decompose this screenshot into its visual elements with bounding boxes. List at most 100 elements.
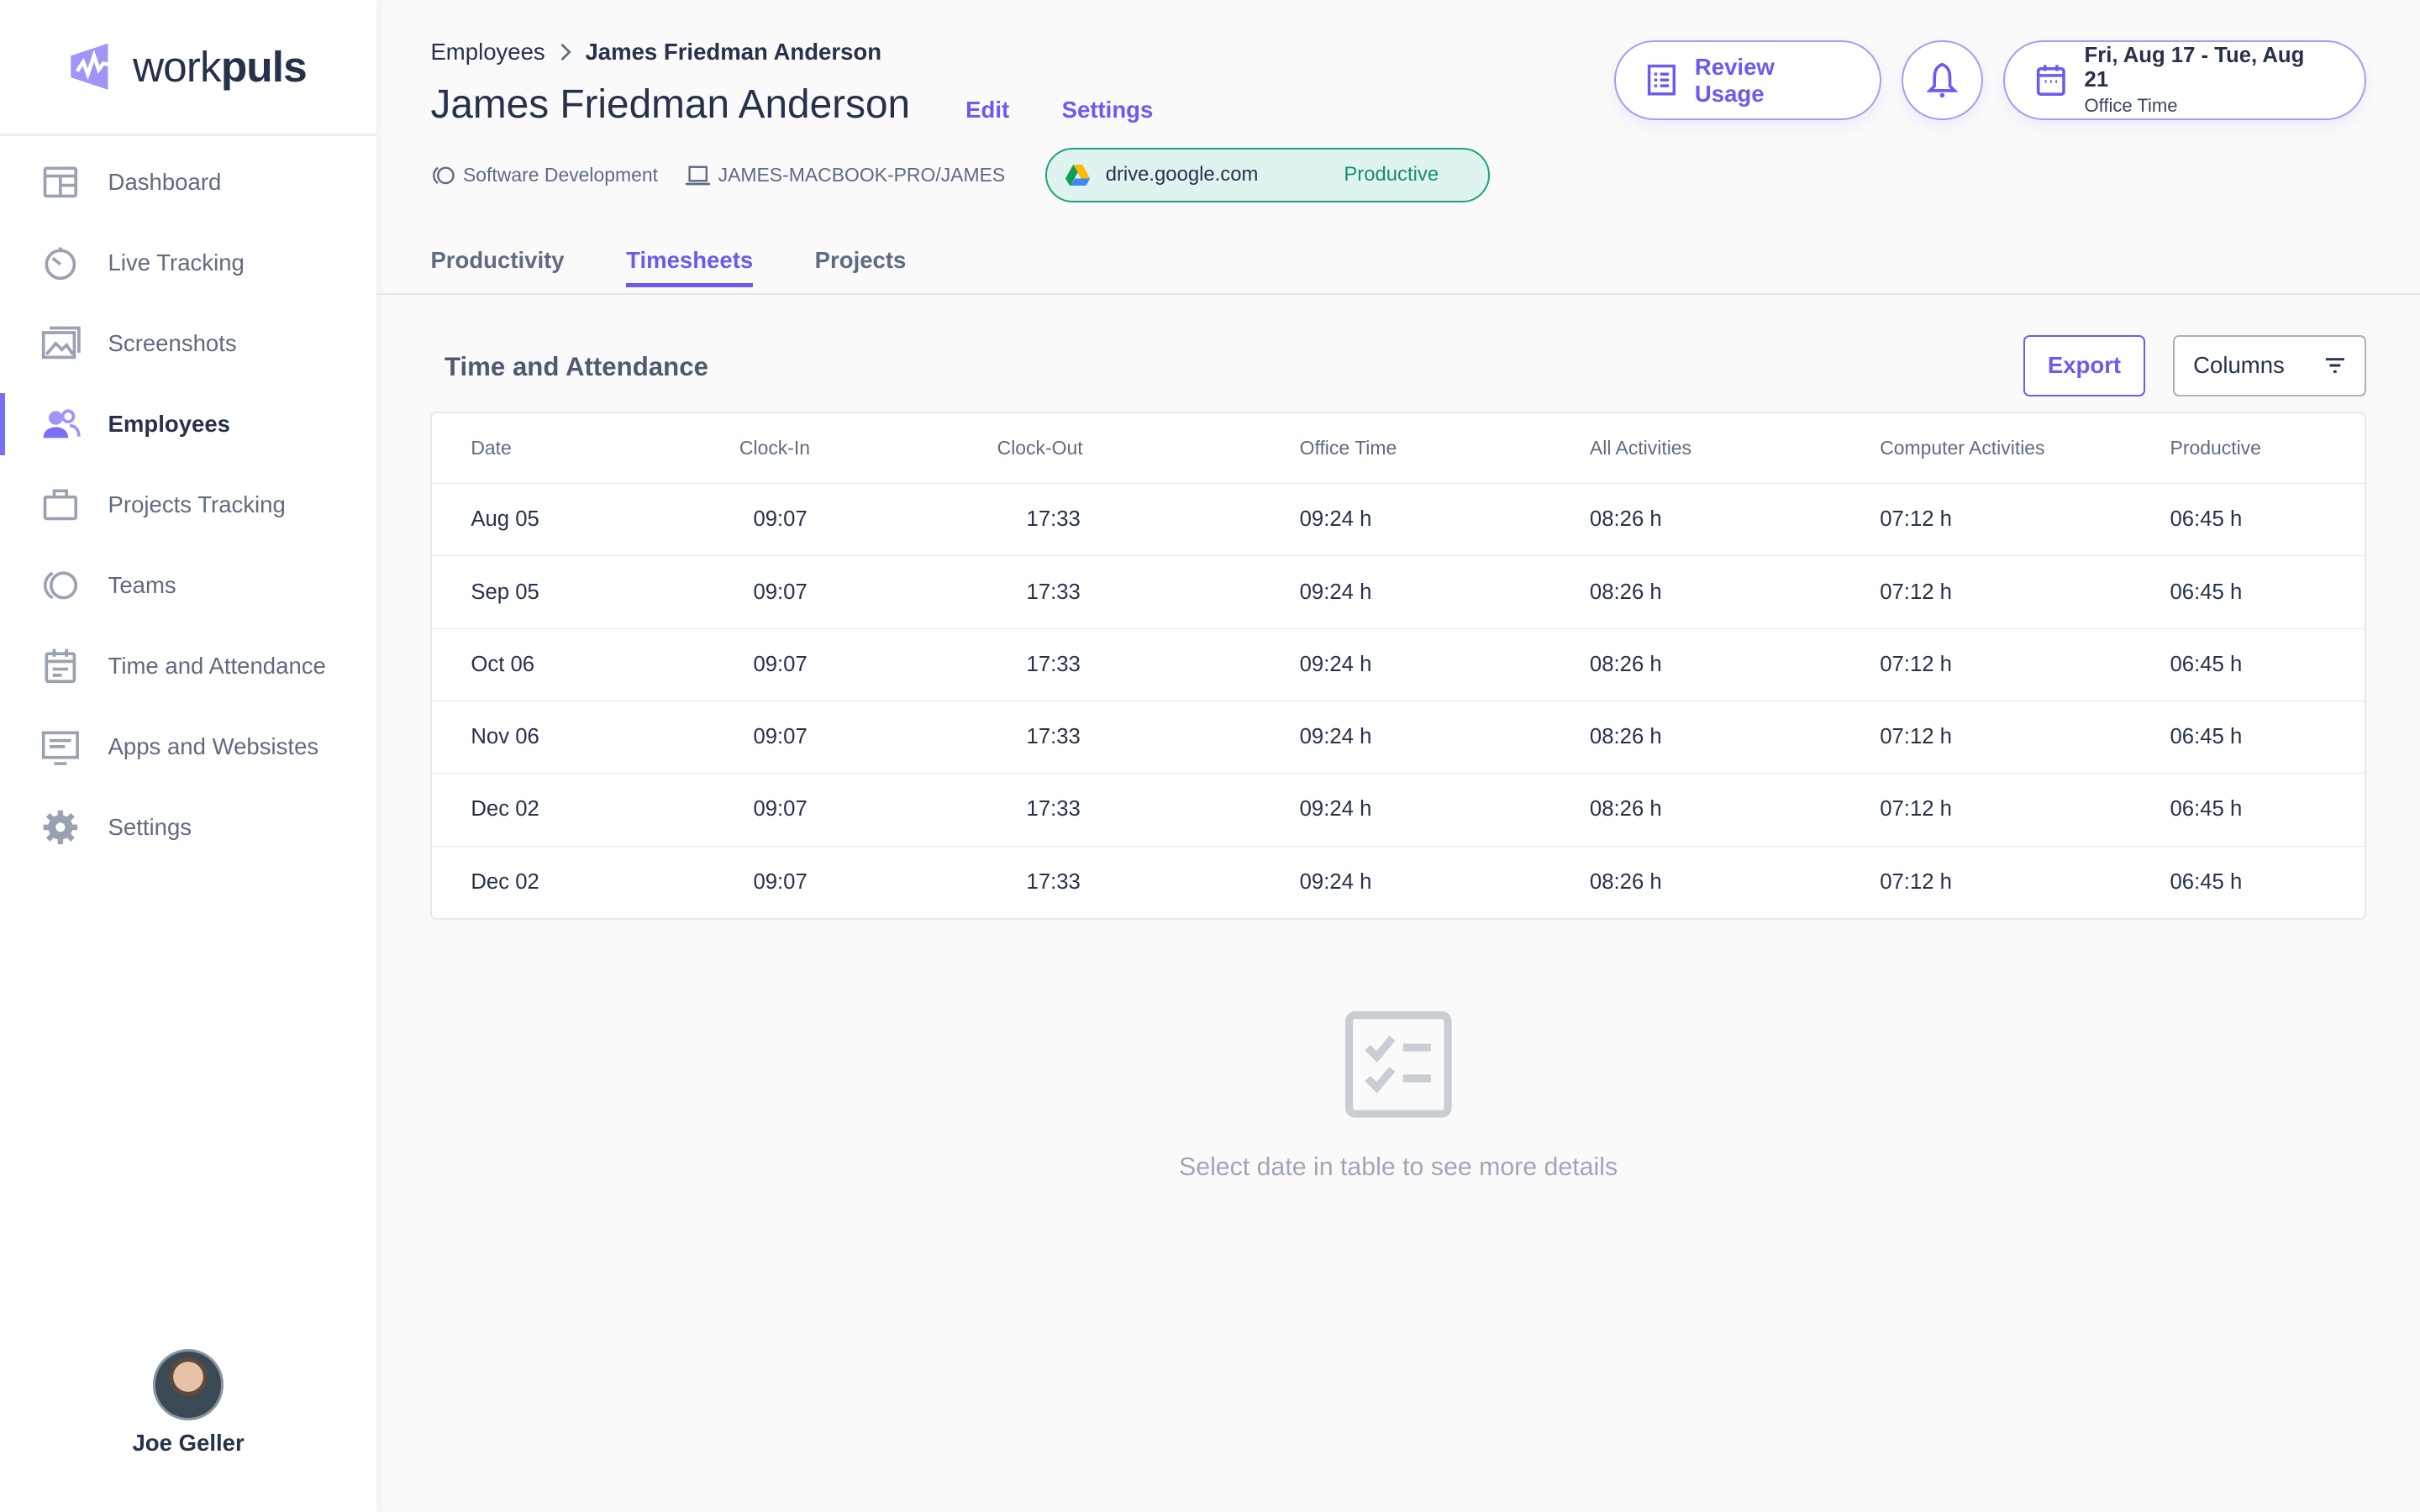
- table-cell: 08:26 h: [1589, 869, 1662, 894]
- google-drive-icon: [1065, 164, 1091, 186]
- timer-icon: [45, 247, 76, 281]
- tab-projects[interactable]: Projects: [814, 246, 907, 273]
- productivity-status: Productive: [1344, 163, 1439, 186]
- users-icon: [43, 409, 81, 438]
- laptop-icon: [686, 165, 711, 185]
- table-row[interactable]: Dec 02 09:07 17:33 09:24 h 08:26 h 07:12 h 06:…: [432, 845, 2365, 918]
- avatar[interactable]: [152, 1349, 224, 1420]
- column-header[interactable]: Clock-Out: [997, 437, 1083, 459]
- tab-productivity[interactable]: Productivity: [430, 246, 565, 273]
- table-cell: 07:12 h: [1880, 797, 1952, 822]
- column-header[interactable]: Date: [471, 437, 512, 459]
- empty-state: Select date in table to see more details: [376, 1011, 2420, 1182]
- teams-icon: [433, 166, 455, 184]
- gear-icon: [43, 811, 77, 845]
- table-cell: 07:12 h: [1880, 652, 1952, 676]
- table-row[interactable]: Dec 02 09:07 17:33 09:24 h 08:26 h 07:12 h 06:…: [432, 773, 2365, 845]
- table-cell: 09:07: [753, 869, 808, 894]
- app-domain: drive.google.com: [1105, 163, 1259, 186]
- monitor-icon: [41, 731, 79, 766]
- sidebar-item-apps-and-websistes[interactable]: Apps and Websistes: [0, 706, 376, 787]
- table-cell: 08:26 h: [1589, 797, 1662, 822]
- sidebar: workpuls Dashboard Live Tracking Screensho…: [0, 0, 377, 1512]
- table-cell: Sep 05: [471, 580, 539, 604]
- sidebar-item-label: Projects Tracking: [108, 491, 286, 518]
- column-header[interactable]: All Activities: [1589, 437, 1692, 459]
- table-cell: 17:33: [1026, 652, 1081, 676]
- table-row[interactable]: Oct 06 09:07 17:33 09:24 h 08:26 h 07:12 h 06:…: [432, 627, 2365, 701]
- section-title: Time and Attendance: [444, 351, 708, 381]
- date-range: Fri, Aug 17 - Tue, Aug 21: [2084, 43, 2305, 92]
- table-cell: 07:12 h: [1880, 869, 1952, 894]
- date-range-metric: Office Time: [2084, 95, 2178, 117]
- table-cell: 06:45 h: [2170, 725, 2243, 749]
- sidebar-item-settings[interactable]: Settings: [0, 787, 376, 868]
- table-cell: 09:24 h: [1299, 869, 1372, 894]
- table-cell: 09:24 h: [1299, 507, 1372, 532]
- columns-button[interactable]: Columns: [2173, 334, 2366, 397]
- table-row[interactable]: Nov 06 09:07 17:33 09:24 h 08:26 h 07:12 h 06:…: [432, 700, 2365, 773]
- table-cell: 06:45 h: [2170, 580, 2243, 604]
- table-cell: 06:45 h: [2170, 507, 2243, 532]
- settings-link[interactable]: Settings: [1061, 97, 1154, 123]
- column-header[interactable]: Productive: [2170, 437, 2261, 459]
- checklist-icon: [1344, 1011, 1452, 1118]
- table-cell: 09:24 h: [1299, 580, 1372, 604]
- sidebar-item-employees[interactable]: Employees: [0, 384, 376, 465]
- sidebar-item-live-tracking[interactable]: Live Tracking: [0, 223, 376, 303]
- sidebar-item-teams[interactable]: Teams: [0, 545, 376, 626]
- list-icon: [1647, 65, 1676, 96]
- sidebar-item-label: Employees: [108, 411, 231, 438]
- teams-icon: [43, 571, 77, 600]
- table-cell: 17:33: [1026, 725, 1081, 749]
- table-row[interactable]: Sep 05 09:07 17:33 09:24 h 08:26 h 07:12 h 06:…: [432, 555, 2365, 627]
- notifications-button[interactable]: [1901, 39, 1984, 121]
- tab-timesheets[interactable]: Timesheets: [626, 247, 754, 287]
- table-cell: 09:24 h: [1299, 725, 1372, 749]
- sidebar-item-projects-tracking[interactable]: Projects Tracking: [0, 465, 376, 545]
- briefcase-icon: [43, 489, 77, 521]
- sidebar-item-label: Teams: [108, 572, 176, 599]
- sidebar-item-label: Apps and Websistes: [108, 733, 319, 760]
- calendar-icon: [45, 649, 76, 684]
- table-row[interactable]: Aug 05 09:07 17:33 09:24 h 08:26 h 07:12 h 06:…: [432, 483, 2365, 555]
- main-content: Employees James Friedman Anderson James …: [376, 0, 2420, 1512]
- date-range-picker[interactable]: Fri, Aug 17 - Tue, Aug 21 Office Time: [2003, 39, 2366, 121]
- empty-state-message: Select date in table to see more details: [1179, 1152, 1618, 1181]
- table-cell: 09:07: [753, 797, 808, 822]
- breadcrumb: Employees James Friedman Anderson: [430, 39, 881, 66]
- sidebar-item-dashboard[interactable]: Dashboard: [0, 142, 376, 223]
- table-cell: 17:33: [1026, 507, 1081, 532]
- attendance-table: Date Clock-In Clock-Out Office Time All Acti…: [430, 412, 2366, 920]
- table-cell: Oct 06: [471, 652, 535, 676]
- column-header[interactable]: Computer Activities: [1880, 437, 2045, 459]
- table-cell: 09:24 h: [1299, 797, 1372, 822]
- sidebar-item-time-and-attendance[interactable]: Time and Attendance: [0, 626, 376, 706]
- team-label: Software Development: [430, 164, 658, 186]
- chevron-right-icon: [560, 43, 572, 61]
- device-label: JAMES-MACBOOK-PRO/JAMES: [686, 164, 1005, 186]
- divider: [376, 292, 2420, 296]
- logo[interactable]: workpuls: [0, 0, 377, 136]
- table-cell: 07:12 h: [1880, 725, 1952, 749]
- column-header[interactable]: Office Time: [1299, 437, 1397, 459]
- table-cell: 17:33: [1026, 580, 1081, 604]
- table-header: Date Clock-In Clock-Out Office Time All Acti…: [432, 413, 2364, 483]
- table-cell: 08:26 h: [1589, 580, 1662, 604]
- sidebar-item-screenshots[interactable]: Screenshots: [0, 303, 376, 384]
- review-usage-button[interactable]: Review Usage: [1614, 39, 1881, 121]
- table-cell: 09:07: [753, 580, 808, 604]
- calendar-icon: [2036, 65, 2065, 97]
- user-profile[interactable]: Joe Geller: [0, 1349, 376, 1457]
- table-cell: 09:07: [753, 507, 808, 532]
- sidebar-nav: Dashboard Live Tracking Screenshots Employe…: [0, 142, 376, 868]
- edit-link[interactable]: Edit: [965, 97, 1010, 123]
- images-icon: [41, 326, 81, 360]
- current-app-pill[interactable]: drive.google.com Productive: [1044, 148, 1490, 202]
- column-header[interactable]: Clock-In: [739, 437, 811, 459]
- export-button[interactable]: Export: [2023, 334, 2146, 397]
- bell-icon: [1927, 63, 1958, 98]
- sidebar-item-label: Dashboard: [108, 168, 222, 195]
- table-cell: 09:24 h: [1299, 652, 1372, 676]
- breadcrumb-employees[interactable]: Employees: [430, 38, 545, 65]
